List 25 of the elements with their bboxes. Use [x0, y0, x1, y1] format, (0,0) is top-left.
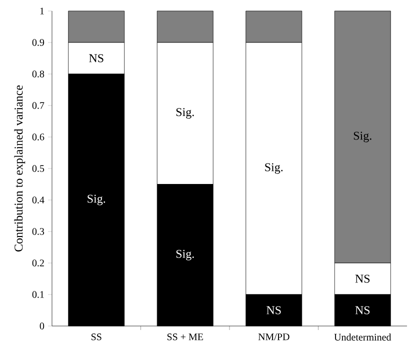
- y-tick-label: 0.5: [32, 165, 44, 172]
- y-tick-label: 1: [40, 8, 44, 14]
- y-tick-label: 0.4: [32, 196, 44, 204]
- y-tick-label: 0: [40, 322, 44, 330]
- data-label: Sig.: [265, 163, 283, 174]
- y-tick-label: 0.6: [32, 134, 44, 140]
- data-label: NS: [355, 274, 370, 283]
- y-tick-label: 0.2: [32, 260, 44, 266]
- data-label: NS: [89, 54, 104, 62]
- data-label: Sig.: [176, 108, 194, 119]
- y-tick-label: 0.7: [32, 102, 44, 109]
- data-label: NS: [266, 306, 281, 314]
- x-tick-label: SS + ME: [167, 334, 203, 340]
- y-tick-label: 0.9: [32, 39, 44, 46]
- x-tick-label: Undetermined: [334, 334, 392, 341]
- data-label: Sig.: [354, 132, 372, 142]
- y-tick-label: 0.3: [32, 228, 44, 235]
- x-tick-label: NM/PD: [258, 334, 290, 340]
- x-tick-label: SS: [91, 334, 102, 340]
- y-tick-label: 0.1: [32, 291, 44, 298]
- data-label: Sig.: [176, 250, 194, 260]
- data-label: Sig.: [88, 194, 106, 206]
- data-label: NS: [355, 306, 370, 314]
- y-axis-title: Contribution to explained variance: [14, 85, 26, 252]
- y-tick-label: 0.8: [32, 70, 44, 78]
